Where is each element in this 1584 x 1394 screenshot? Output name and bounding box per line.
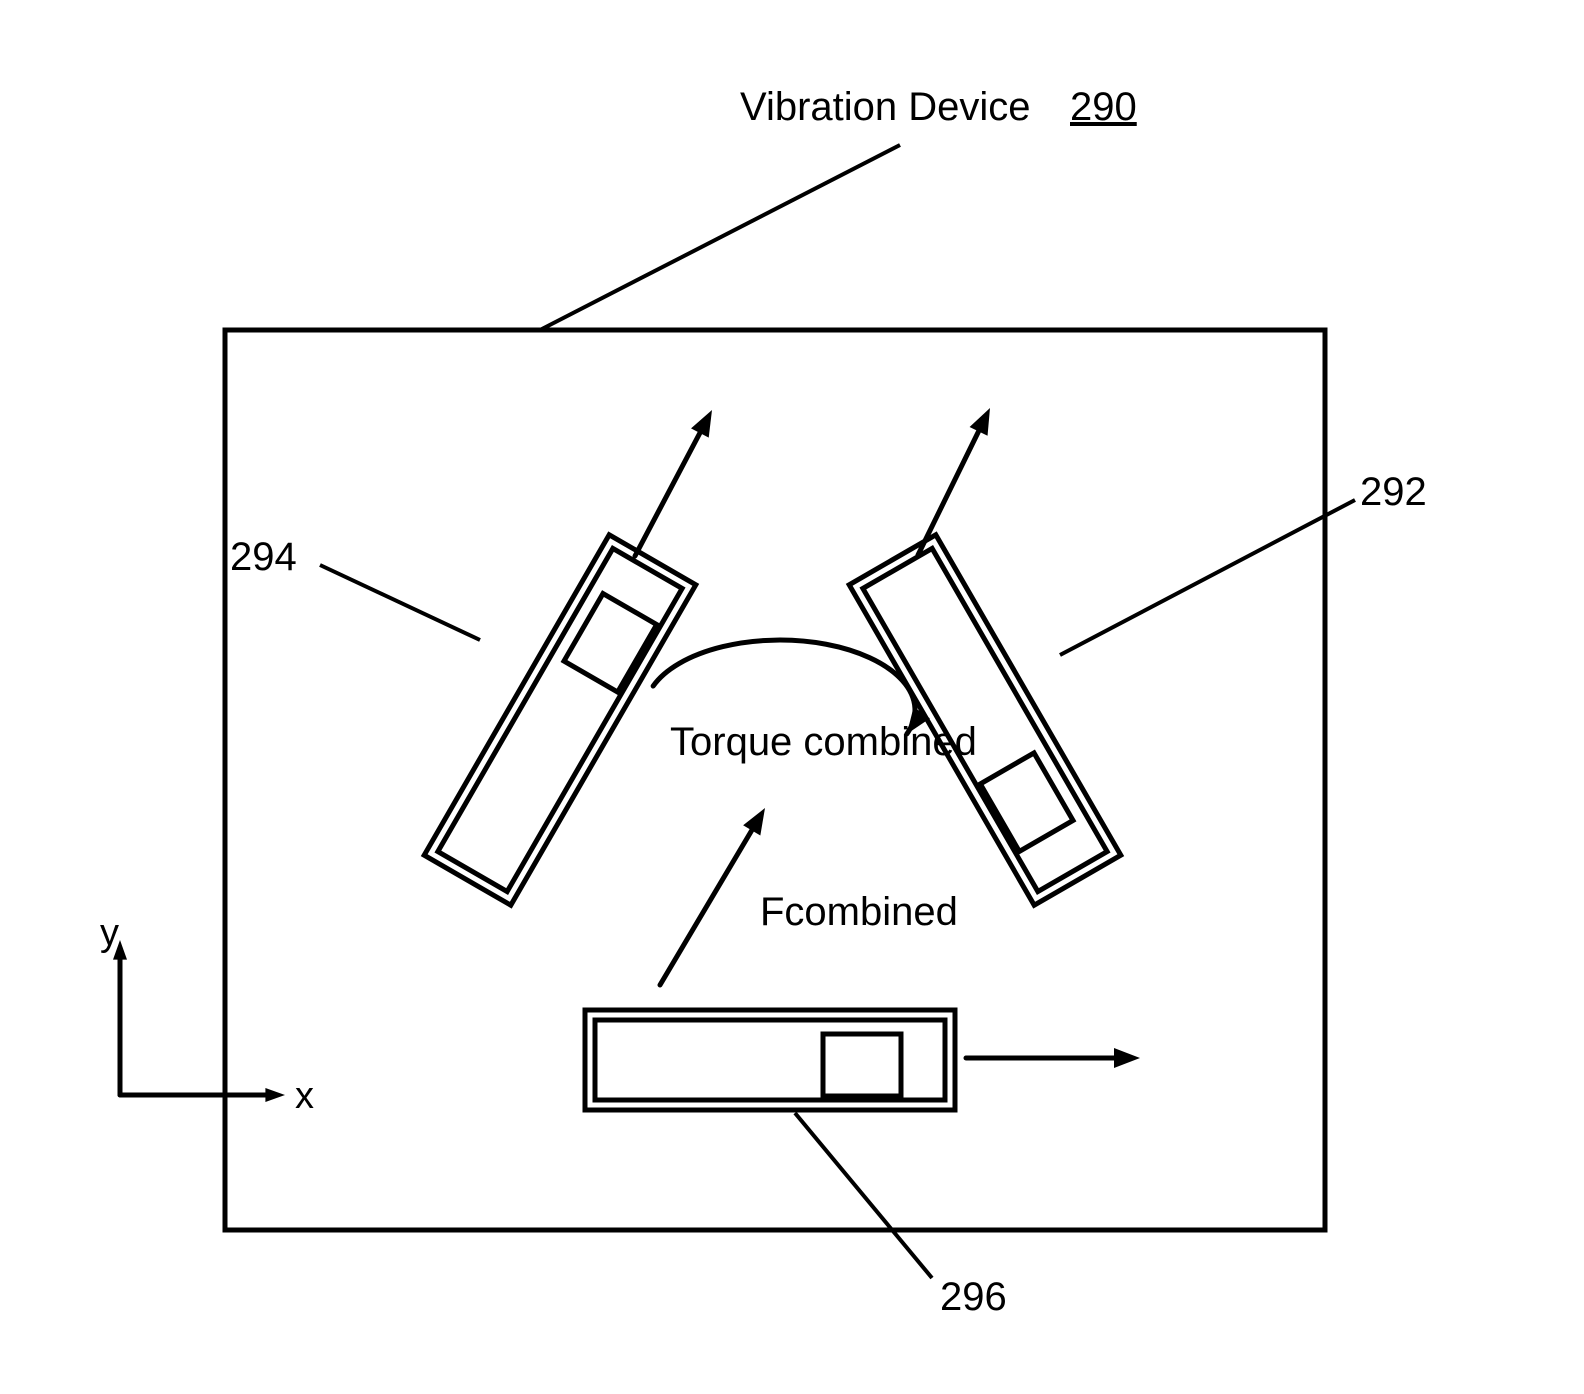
callout-296: 296 [940, 1275, 1007, 1319]
actuator-294 [424, 535, 696, 905]
fcombined-label: Fcombined [760, 890, 958, 934]
actuator-296 [585, 1010, 955, 1110]
title-leader [540, 145, 900, 330]
axis-x-arrow [120, 1088, 285, 1102]
force-arrow-1 [918, 408, 990, 555]
callout-leader-294 [320, 565, 480, 640]
callout-leader-296 [795, 1113, 932, 1278]
axis-x-label: x [295, 1075, 314, 1117]
diagram-stage: Vibration Device 290 x y Torque combined Fcom… [0, 0, 1584, 1394]
fcombined-arrow [660, 808, 765, 985]
axis-y-arrow [113, 940, 127, 1095]
title-refnum: 290 [1070, 85, 1137, 129]
callout-292: 292 [1360, 470, 1427, 514]
title-label: Vibration Device [740, 85, 1031, 129]
axis-y-label: y [100, 912, 119, 954]
diagram-svg: Vibration Device 290 x y Torque combined Fcom… [0, 0, 1584, 1394]
torque-label: Torque combined [670, 720, 977, 764]
callout-leader-292 [1060, 500, 1355, 655]
force-arrow-2 [966, 1048, 1140, 1068]
callout-294: 294 [230, 535, 297, 579]
force-arrow-0 [635, 410, 712, 556]
